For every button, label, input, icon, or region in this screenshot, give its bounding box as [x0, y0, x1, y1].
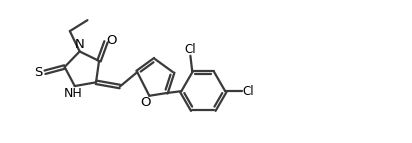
Text: Cl: Cl — [185, 43, 196, 56]
Text: S: S — [34, 66, 42, 79]
Text: Cl: Cl — [243, 85, 255, 98]
Text: N: N — [75, 38, 85, 51]
Text: NH: NH — [64, 87, 83, 100]
Text: O: O — [106, 34, 117, 47]
Text: O: O — [140, 96, 151, 109]
